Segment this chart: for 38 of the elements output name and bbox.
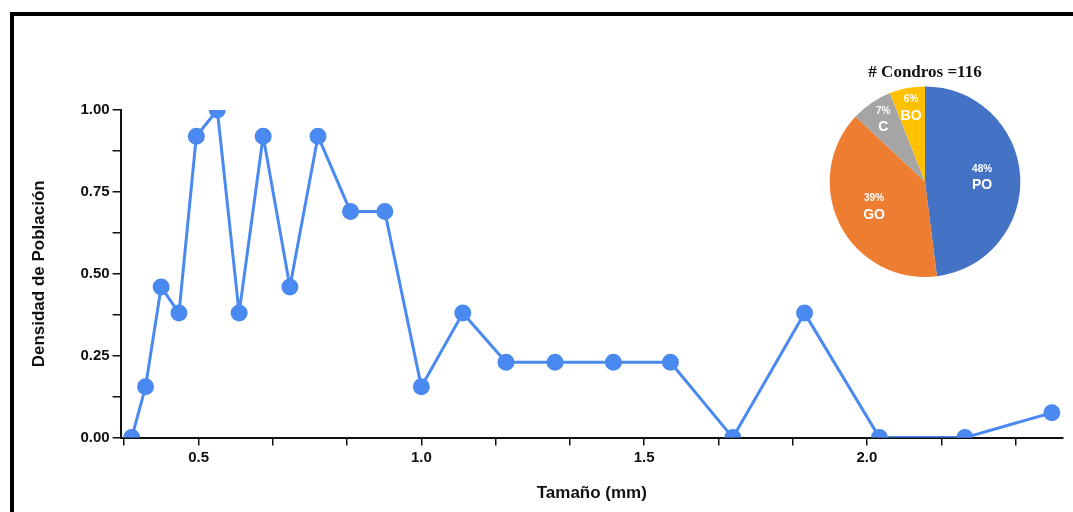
data-label: 39% — [864, 192, 885, 204]
point — [170, 304, 188, 322]
data-label: 7% — [875, 104, 891, 116]
point — [604, 353, 622, 371]
slice-label: C — [878, 118, 889, 135]
chart-title: # Condros =116 — [868, 61, 982, 81]
y-axis-title: Densidad de Población — [28, 180, 48, 368]
y-tick-label: 0.00 — [80, 427, 110, 445]
point — [342, 203, 360, 221]
point — [152, 278, 170, 296]
x-axis-title: Tamaño (mm) — [536, 483, 647, 503]
point — [137, 378, 155, 396]
y-tick-label: 0.25 — [80, 345, 110, 363]
data-label: 48% — [972, 162, 993, 174]
point — [412, 378, 430, 396]
point — [1043, 404, 1061, 422]
y-tick-label: 0.75 — [80, 182, 110, 200]
y-tick-label: 0.50 — [80, 263, 110, 281]
y-tick-label: 1.00 — [80, 100, 110, 118]
point — [796, 304, 814, 322]
slice-label: GO — [863, 205, 886, 222]
point — [230, 304, 248, 322]
slice-label: BO — [900, 106, 922, 123]
x-tick-label: 2.0 — [856, 447, 878, 465]
point — [376, 203, 394, 221]
x-tick-label: 1.5 — [633, 447, 655, 465]
point — [661, 353, 679, 371]
x-tick-label: 1.0 — [410, 447, 432, 465]
point — [254, 127, 272, 145]
point — [497, 353, 515, 371]
point — [187, 127, 205, 145]
point — [281, 278, 299, 296]
slice-label: PO — [971, 175, 993, 192]
x-tick-label: 0.5 — [188, 447, 209, 465]
point — [309, 127, 327, 145]
point — [546, 353, 564, 371]
point — [454, 304, 472, 322]
data-label: 6% — [903, 93, 919, 105]
